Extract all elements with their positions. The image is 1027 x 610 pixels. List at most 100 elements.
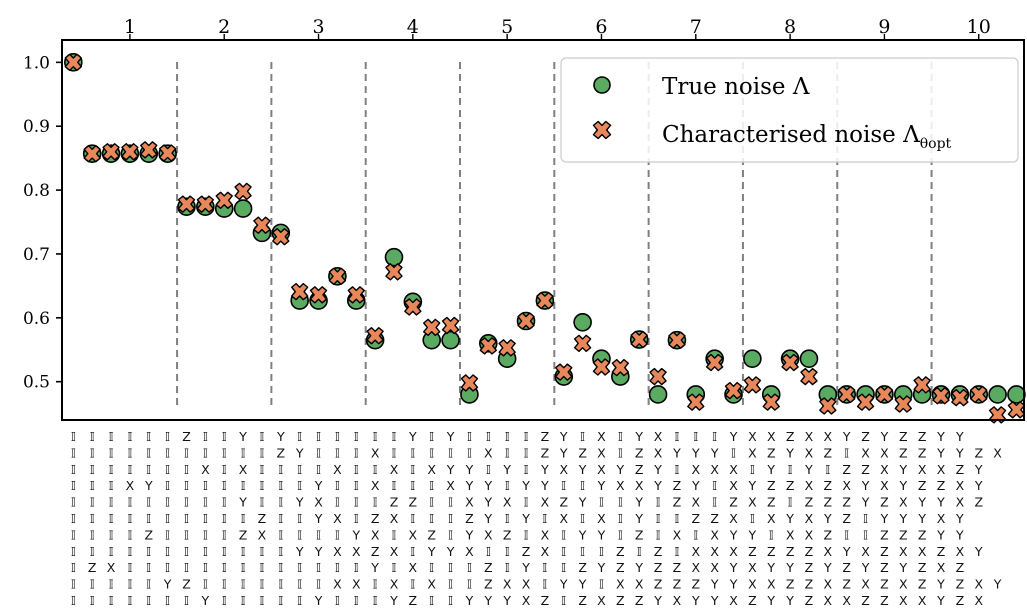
pauli-char: Z	[880, 495, 889, 510]
pauli-char: 𝕀	[467, 445, 472, 460]
pauli-char: X	[691, 495, 700, 510]
pauli-char: 𝕀	[259, 495, 264, 510]
pauli-char: 𝕀	[259, 593, 264, 608]
characterised-noise-point	[536, 291, 554, 310]
pauli-char: X	[597, 511, 606, 526]
pauli-char: 𝕀	[90, 544, 95, 559]
pauli-char: Y	[521, 560, 530, 575]
characterised-noise-point	[479, 337, 497, 355]
pauli-char: Y	[521, 511, 530, 526]
pauli-char: X	[842, 478, 851, 493]
pauli-char: 𝕀	[203, 445, 208, 460]
pauli-char: X	[824, 577, 833, 592]
pauli-char: Z	[786, 429, 795, 444]
pauli-char: 𝕀	[71, 495, 76, 510]
pauli-char: 𝕀	[712, 495, 717, 510]
pauli-char: Z	[918, 478, 927, 493]
pauli-char: Z	[484, 560, 493, 575]
y-tick-label: 0.5	[23, 373, 50, 393]
pauli-char: Z	[956, 593, 965, 608]
pauli-char: 𝕀	[542, 560, 547, 575]
pauli-char: Y	[880, 429, 889, 444]
characterised-noise-point	[253, 216, 271, 234]
pauli-char: 𝕀	[335, 495, 340, 510]
characterised-noise-point	[837, 385, 856, 404]
characterised-noise-point	[158, 144, 177, 162]
pauli-char: Z	[861, 593, 870, 608]
pauli-char: 𝕀	[109, 511, 114, 526]
pauli-char: 𝕀	[448, 511, 453, 526]
pauli-char: Z	[371, 511, 380, 526]
pauli-char: X	[409, 527, 418, 542]
pauli-char: X	[956, 478, 965, 493]
pauli-char: Y	[974, 478, 983, 493]
pauli-char: 𝕀	[524, 429, 529, 444]
pauli-char: 𝕀	[373, 577, 378, 592]
pauli-char: Y	[955, 445, 964, 460]
pauli-char: Z	[578, 560, 587, 575]
pauli-char: 𝕀	[109, 527, 114, 542]
pauli-char: 𝕀	[109, 593, 114, 608]
pauli-char: 𝕀	[674, 462, 679, 477]
pauli-char: 𝕀	[335, 478, 340, 493]
pauli-char: Y	[936, 577, 945, 592]
pauli-char: X	[333, 577, 342, 592]
pauli-char: X	[597, 462, 606, 477]
pauli-char: Z	[767, 544, 776, 559]
pauli-char: Y	[559, 429, 568, 444]
pauli-char: X	[597, 593, 606, 608]
pauli-char: X	[805, 527, 814, 542]
pauli-char: Y	[729, 560, 738, 575]
pauli-char: X	[974, 577, 983, 592]
pauli-char: Z	[824, 445, 833, 460]
pauli-char: 𝕀	[297, 560, 302, 575]
pauli-char: X	[673, 593, 682, 608]
pauli-char: 𝕀	[90, 577, 95, 592]
y-tick-label: 1.0	[23, 53, 50, 73]
pauli-char: 𝕀	[241, 593, 246, 608]
pauli-char: 𝕀	[71, 560, 76, 575]
pauli-char: 𝕀	[278, 544, 283, 559]
characterised-noise-point	[404, 298, 422, 316]
plot-frame	[61, 39, 1025, 421]
pauli-char: X	[767, 511, 776, 526]
pauli-char: 𝕀	[448, 560, 453, 575]
pauli-char: Z	[182, 429, 191, 444]
pauli-char: 𝕀	[165, 527, 170, 542]
pauli-char: Z	[503, 527, 512, 542]
pauli-char: Y	[861, 560, 870, 575]
pauli-char: Y	[597, 527, 606, 542]
pauli-char: X	[390, 544, 399, 559]
pauli-char: X	[805, 429, 814, 444]
pauli-char: Y	[653, 593, 662, 608]
pauli-char: X	[748, 560, 757, 575]
pauli-char: 𝕀	[825, 462, 830, 477]
pauli-char: 𝕀	[203, 429, 208, 444]
pauli-char: 𝕀	[71, 593, 76, 608]
pauli-char: Y	[804, 462, 813, 477]
pauli-char: Y	[955, 511, 964, 526]
pauli-char: 𝕀	[410, 544, 415, 559]
characterised-noise-point	[819, 397, 837, 415]
pauli-char: 𝕀	[165, 560, 170, 575]
pauli-char: X	[748, 445, 757, 460]
pauli-char: 𝕀	[354, 560, 359, 575]
pauli-char: 𝕀	[448, 527, 453, 542]
pauli-char: Y	[295, 495, 304, 510]
y-tick-label: 0.8	[23, 181, 50, 201]
pauli-char: Z	[918, 429, 927, 444]
pauli-char: X	[899, 495, 908, 510]
pauli-char: Z	[522, 544, 531, 559]
pauli-char: 𝕀	[769, 527, 774, 542]
pauli-char: Z	[767, 495, 776, 510]
pauli-char: X	[937, 560, 946, 575]
pauli-char: 𝕀	[354, 478, 359, 493]
pauli-char: 𝕀	[373, 462, 378, 477]
pauli-char: Y	[785, 560, 794, 575]
pauli-char: 𝕀	[146, 462, 151, 477]
pauli-char: 𝕀	[542, 511, 547, 526]
pauli-char: X	[673, 527, 682, 542]
characterised-noise-point	[121, 143, 139, 161]
pauli-char: 𝕀	[127, 544, 132, 559]
